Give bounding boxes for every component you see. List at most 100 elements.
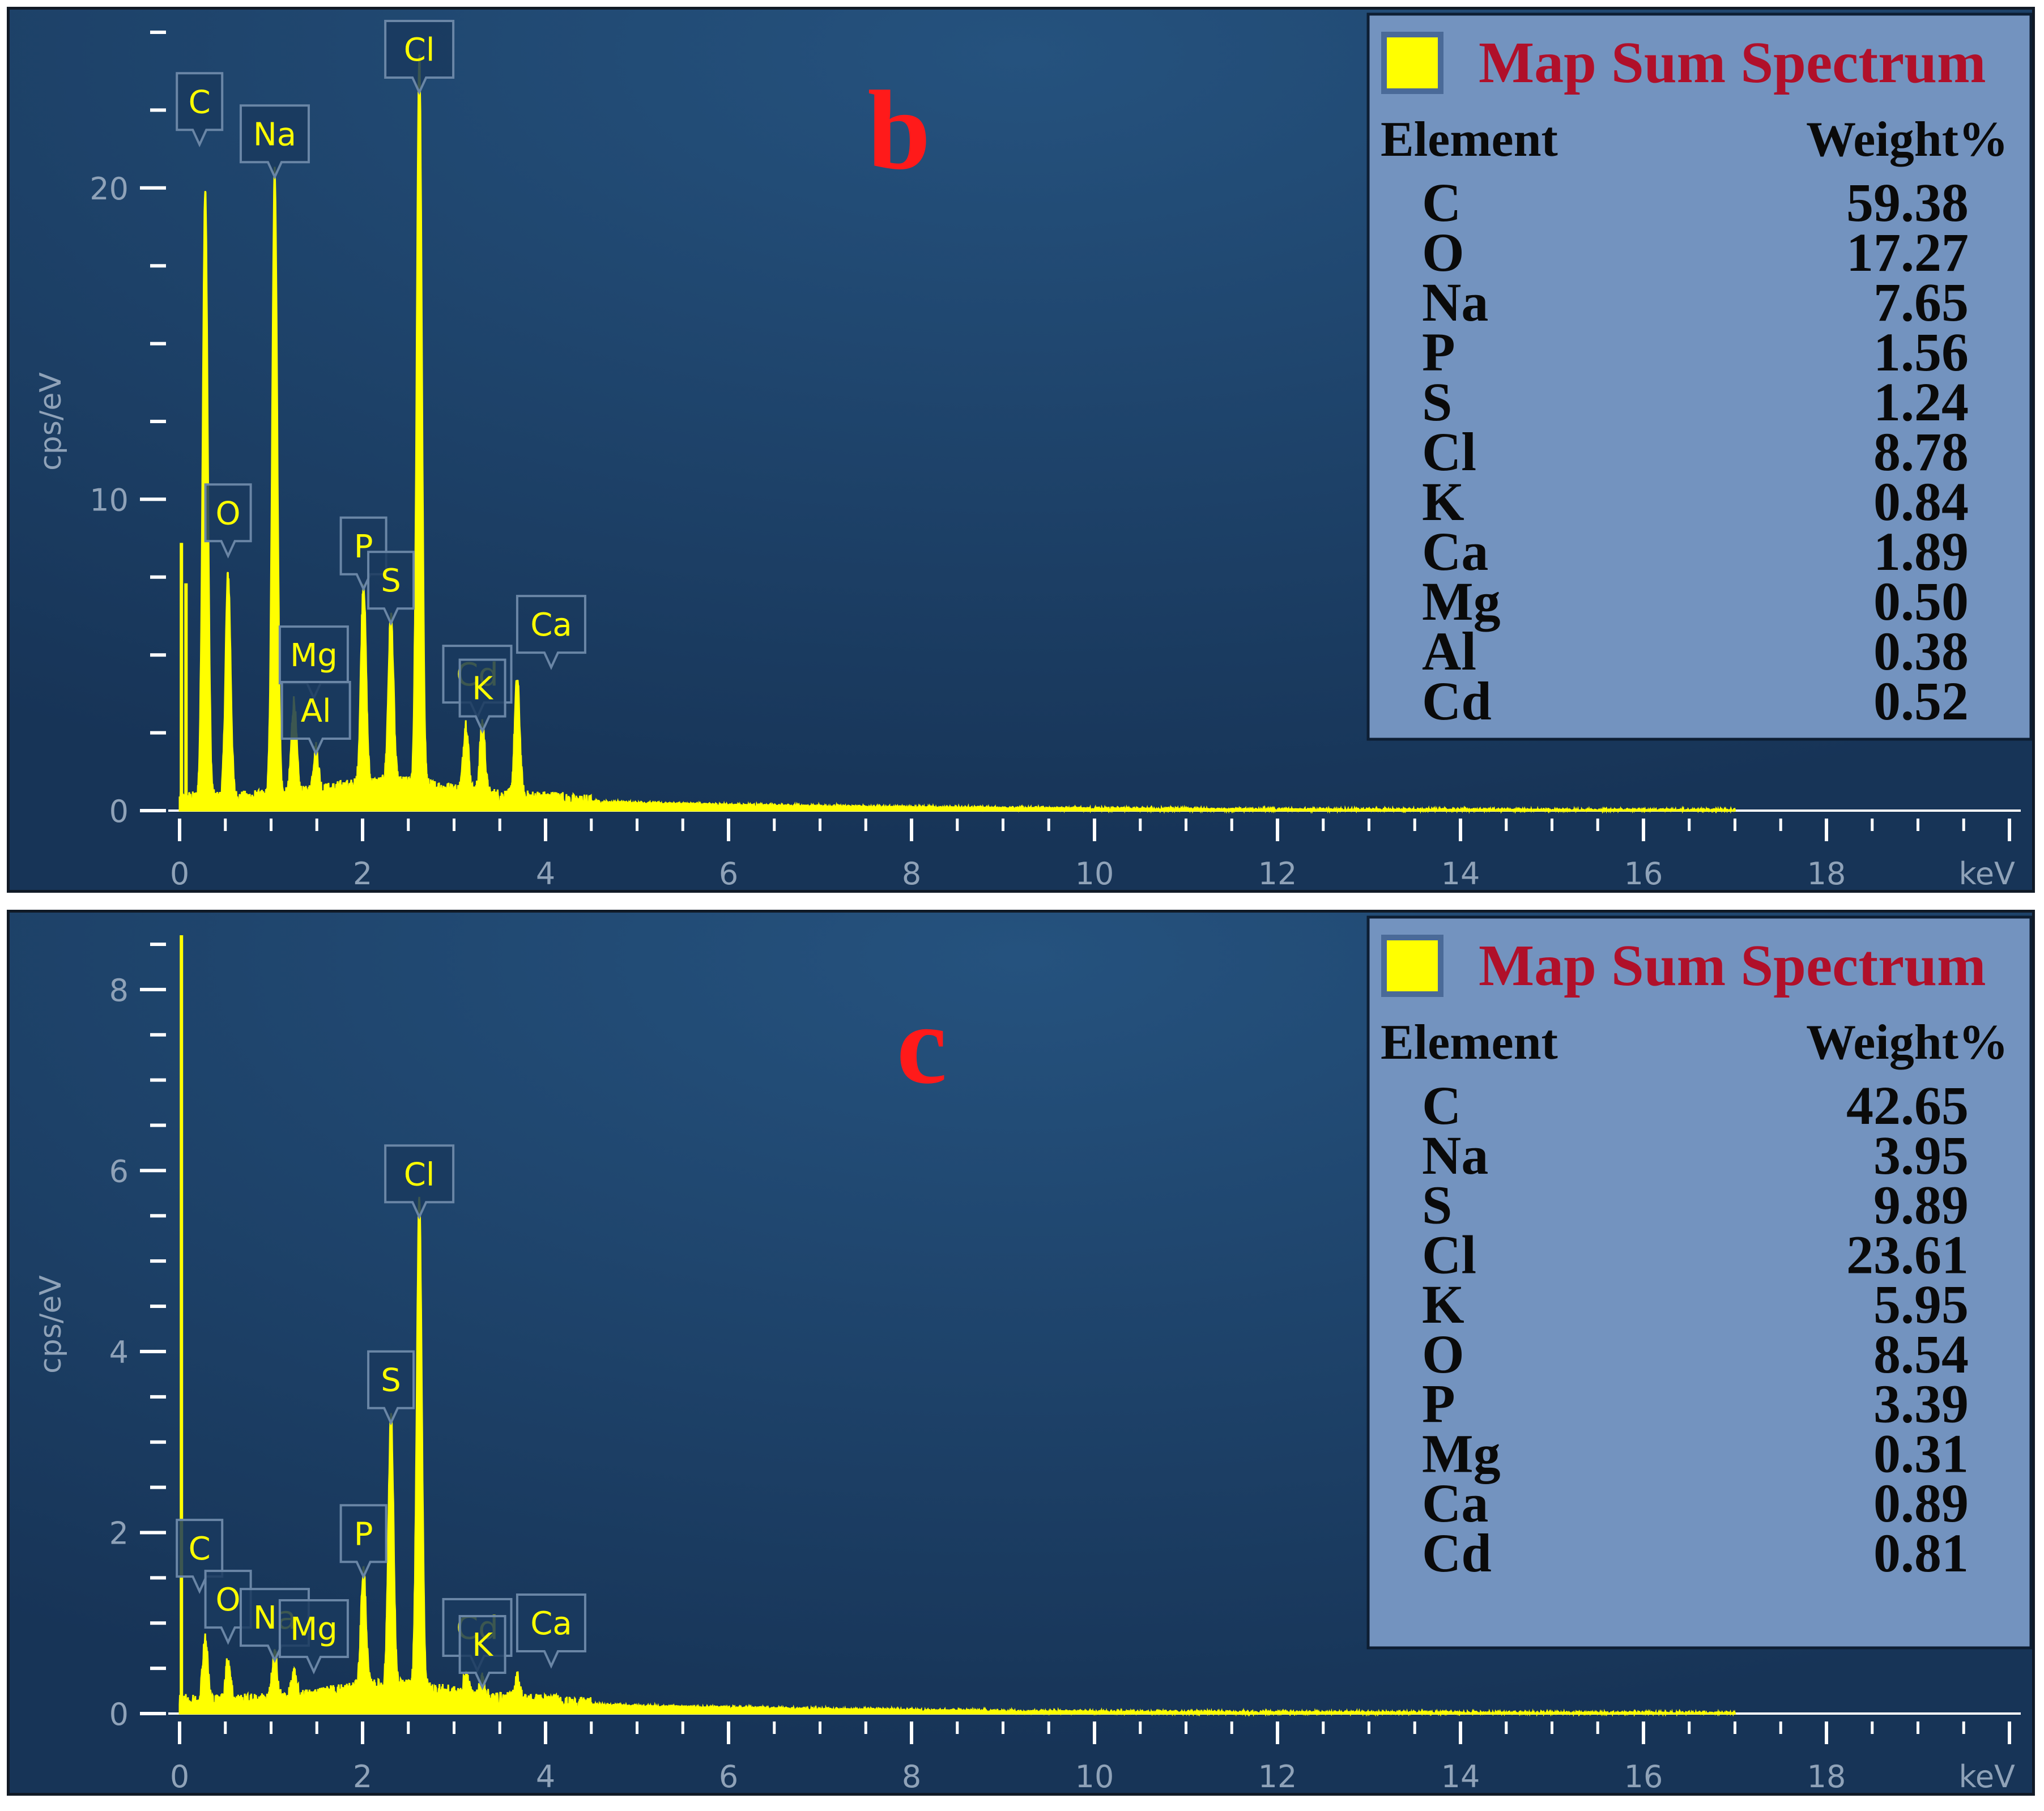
x-tick-label: 2 — [353, 1759, 372, 1793]
legend-weight: 0.38 — [1873, 621, 1969, 681]
legend-element: Cd — [1422, 1523, 1492, 1583]
spectrum-chart-svg: 024681012141618keV02468cps/eVCONaMgPSClC… — [10, 913, 2032, 1793]
peak-label-ca: Ca — [516, 595, 586, 670]
legend-element: C — [1422, 1075, 1461, 1136]
legend-swatch — [1381, 32, 1443, 94]
legend-weight: 0.81 — [1873, 1523, 1969, 1583]
panel-letter: b — [867, 68, 930, 193]
legend-element: Mg — [1422, 1423, 1501, 1484]
spectrum-panel-c: 024681012141618keV02468cps/eVCONaMgPSClC… — [7, 910, 2035, 1796]
y-tick-label: 0 — [109, 794, 129, 829]
spectrum-curve — [178, 54, 1736, 814]
legend-element: O — [1422, 1324, 1464, 1384]
x-tick-label: 4 — [536, 856, 555, 890]
legend-element: Cl — [1422, 1224, 1476, 1285]
legend-element: K — [1422, 471, 1464, 532]
peak-label-s: S — [367, 1350, 415, 1426]
legend-weight: 3.95 — [1873, 1125, 1969, 1186]
legend-weight: 1.89 — [1873, 521, 1969, 582]
svg-text:Ca: Ca — [530, 607, 572, 644]
legend-title: Map Sum Spectrum — [1479, 933, 1986, 998]
peak-label-p: P — [339, 1504, 387, 1580]
legend-weight: 7.65 — [1873, 272, 1969, 333]
spectrum-chart-svg: 0 2 4 6 8 10 12 14 16 18 keV01020cps/eVCONaMgAlPSC… — [10, 10, 2032, 890]
legend-weight: 9.89 — [1873, 1175, 1969, 1235]
legend-box: Map Sum Spectrum Element Weight% C 42.65 Na 3.… — [1366, 915, 2032, 1650]
legend-element: P — [1422, 322, 1455, 382]
legend-box: Map Sum Spectrum Element Weight% C 59.38 O 17.… — [1366, 12, 2032, 741]
x-tick-label: 10 — [1075, 856, 1114, 890]
x-tick-label: 0 — [170, 1759, 189, 1793]
peak-label-mg: Mg — [278, 625, 349, 701]
legend-header-weight: Weight% — [1806, 1015, 2008, 1070]
y-tick-label: 2 — [109, 1515, 129, 1551]
peak-label-na: Na — [239, 104, 310, 180]
x-tick-label: 8 — [902, 856, 921, 890]
x-tick-label: 16 — [1624, 856, 1663, 890]
legend-element: O — [1422, 222, 1464, 283]
x-tick-label: 6 — [719, 1759, 738, 1793]
peak-label-o: O — [204, 483, 252, 559]
svg-text:C: C — [189, 1531, 211, 1567]
legend-swatch — [1381, 935, 1443, 997]
x-tick-label: 4 — [536, 1759, 555, 1793]
peak-label-mg: Mg — [278, 1599, 349, 1674]
svg-text:K: K — [472, 671, 493, 708]
x-tick-label: 0 — [170, 856, 189, 890]
legend-element: Cl — [1422, 421, 1476, 482]
x-tick-label: 14 — [1441, 1759, 1480, 1793]
x-tick-label: 18 — [1807, 1759, 1846, 1793]
x-tick-label: 6 — [719, 856, 738, 890]
legend-element: P — [1422, 1374, 1455, 1434]
peak-label-o: O — [204, 1570, 252, 1645]
x-tick-label: 14 — [1441, 856, 1480, 890]
peak-label-cl: Cl — [384, 20, 455, 95]
x-tick-label: 12 — [1258, 856, 1297, 890]
legend-weight: 5.95 — [1873, 1274, 1969, 1335]
y-tick-label: 20 — [90, 171, 129, 207]
legend-header-element: Element — [1381, 1015, 1558, 1070]
x-tick-label: 12 — [1258, 1759, 1297, 1793]
legend-weight: 3.39 — [1873, 1374, 1969, 1434]
legend-header-element: Element — [1381, 112, 1558, 167]
legend-weight: 8.78 — [1873, 421, 1969, 482]
legend-weight: 0.84 — [1873, 471, 1969, 532]
svg-text:Al: Al — [301, 693, 331, 730]
legend-element: S — [1422, 372, 1452, 432]
x-tick-label: 2 — [353, 856, 372, 890]
legend-weight: 8.54 — [1873, 1324, 1969, 1384]
peak-label-s: S — [367, 551, 415, 626]
legend-element: Ca — [1422, 1473, 1488, 1533]
svg-text:Ca: Ca — [530, 1605, 572, 1642]
legend-element: S — [1422, 1175, 1452, 1235]
legend-weight: 0.31 — [1873, 1423, 1969, 1484]
legend-element: Cd — [1422, 671, 1492, 731]
x-tick-label: 10 — [1075, 1759, 1114, 1793]
legend-element: Ca — [1422, 521, 1488, 582]
svg-text:S: S — [381, 1362, 401, 1399]
legend-element: C — [1422, 172, 1461, 233]
svg-text:Na: Na — [253, 116, 296, 153]
x-tick-label: 16 — [1624, 1759, 1663, 1793]
svg-text:P: P — [354, 1516, 373, 1553]
peak-label-k: K — [458, 658, 506, 734]
y-tick-label: 6 — [109, 1153, 129, 1189]
svg-text:O: O — [216, 495, 241, 532]
x-tick-label: 8 — [902, 1759, 921, 1793]
legend-element: Na — [1422, 272, 1488, 333]
y-tick-label: 8 — [109, 973, 129, 1008]
y-tick-label: 10 — [90, 482, 129, 518]
y-axis-label: cps/eV — [34, 1275, 68, 1374]
legend-weight: 1.56 — [1873, 322, 1969, 382]
legend-weight: 1.24 — [1873, 372, 1969, 432]
svg-text:Cl: Cl — [404, 1156, 435, 1193]
legend-element: Mg — [1422, 571, 1501, 632]
y-tick-label: 4 — [109, 1335, 129, 1370]
svg-text:K: K — [472, 1627, 493, 1664]
legend-element: Al — [1422, 621, 1476, 681]
y-tick-label: 0 — [109, 1697, 129, 1732]
legend-weight: 59.38 — [1846, 172, 1969, 233]
legend-weight: 23.61 — [1846, 1224, 1969, 1285]
peak-label-al: Al — [280, 681, 351, 756]
x-axis-unit: keV — [1958, 1759, 2015, 1793]
